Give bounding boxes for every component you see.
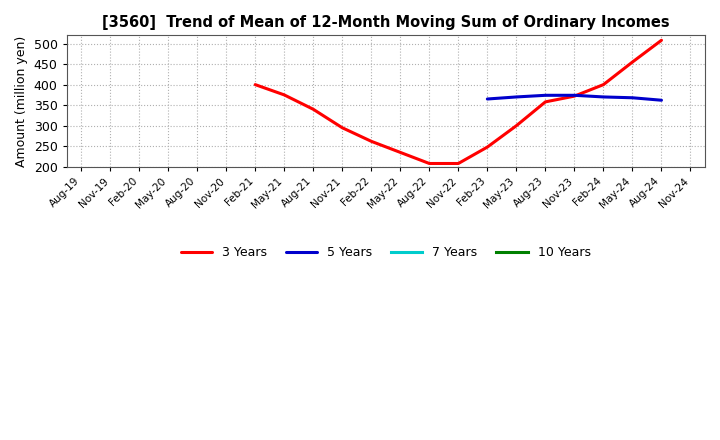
5 Years [570, 93, 579, 98]
Line: 3 Years: 3 Years [255, 40, 662, 164]
3 Years [483, 144, 492, 150]
3 Years [541, 99, 549, 105]
3 Years [396, 150, 405, 155]
3 Years [599, 82, 608, 87]
3 Years [280, 92, 289, 98]
3 Years [338, 125, 346, 130]
5 Years [541, 93, 549, 98]
Line: 5 Years: 5 Years [487, 95, 662, 100]
3 Years [512, 123, 521, 128]
Title: [3560]  Trend of Mean of 12-Month Moving Sum of Ordinary Incomes: [3560] Trend of Mean of 12-Month Moving … [102, 15, 670, 30]
Y-axis label: Amount (million yen): Amount (million yen) [15, 36, 28, 167]
3 Years [657, 38, 666, 43]
5 Years [512, 94, 521, 99]
3 Years [367, 139, 376, 144]
Legend: 3 Years, 5 Years, 7 Years, 10 Years: 3 Years, 5 Years, 7 Years, 10 Years [176, 242, 595, 264]
5 Years [628, 95, 636, 100]
5 Years [599, 94, 608, 99]
5 Years [483, 96, 492, 102]
3 Years [251, 82, 259, 87]
3 Years [425, 161, 433, 166]
5 Years [657, 98, 666, 103]
3 Years [454, 161, 463, 166]
3 Years [628, 59, 636, 65]
3 Years [570, 93, 579, 99]
3 Years [309, 106, 318, 112]
